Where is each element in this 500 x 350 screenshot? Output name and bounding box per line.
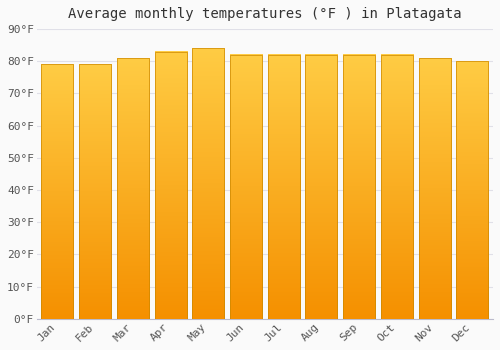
- Bar: [381, 55, 413, 319]
- Bar: [154, 51, 186, 319]
- Bar: [268, 55, 300, 319]
- Bar: [230, 55, 262, 319]
- Bar: [343, 55, 375, 319]
- Bar: [42, 64, 74, 319]
- Bar: [306, 55, 338, 319]
- Bar: [306, 55, 338, 319]
- Bar: [117, 58, 149, 319]
- Title: Average monthly temperatures (°F ) in Platagata: Average monthly temperatures (°F ) in Pl…: [68, 7, 462, 21]
- Bar: [79, 64, 111, 319]
- Bar: [42, 64, 74, 319]
- Bar: [418, 58, 450, 319]
- Bar: [343, 55, 375, 319]
- Bar: [154, 51, 186, 319]
- Bar: [192, 48, 224, 319]
- Bar: [79, 64, 111, 319]
- Bar: [268, 55, 300, 319]
- Bar: [456, 61, 488, 319]
- Bar: [230, 55, 262, 319]
- Bar: [418, 58, 450, 319]
- Bar: [117, 58, 149, 319]
- Bar: [192, 48, 224, 319]
- Bar: [381, 55, 413, 319]
- Bar: [456, 61, 488, 319]
